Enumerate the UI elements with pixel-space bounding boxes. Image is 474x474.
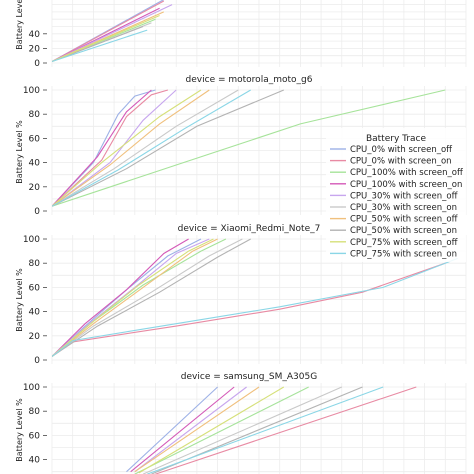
series-line [138, 386, 285, 474]
y-tick-label: 100 [23, 383, 40, 393]
series-line [52, 89, 156, 207]
y-tick-label: 100 [23, 235, 40, 245]
legend-entry-label: CPU_30% with screen_on [350, 203, 457, 213]
y-axis-label: Battery Level % [15, 268, 24, 332]
panel-title: device = samsung_SM_A305G [181, 372, 317, 382]
series-line [52, 14, 160, 63]
y-tick-label: 60 [29, 134, 41, 144]
series-line [134, 386, 260, 473]
legend-entry-label: CPU_30% with screen_off [350, 191, 459, 201]
series-line [52, 29, 148, 63]
grid [51, 383, 467, 474]
y-tick-label: 40 [29, 456, 41, 466]
legend-entry-label: CPU_50% with screen_on [350, 226, 457, 236]
series-line [52, 89, 210, 207]
y-tick-label: 100 [23, 86, 40, 96]
series-group [52, 89, 446, 207]
legend-entry-label: CPU_0% with screen_on [350, 157, 452, 167]
series-line [134, 386, 247, 473]
series-line [130, 386, 235, 473]
legend-background [326, 128, 466, 262]
series-line [52, 89, 285, 207]
y-tick-label: 40 [29, 159, 41, 169]
y-tick-label: 80 [29, 259, 41, 269]
y-tick-label: 0 [34, 207, 40, 217]
grid [51, 235, 467, 364]
panel-title: device = motorola_moto_g6 [186, 75, 313, 85]
legend-title: Battery Trace [366, 134, 427, 144]
legend-entry-label: CPU_0% with screen_off [350, 145, 453, 155]
panel-title: device = Xiaomi_Redmi_Note_7 [178, 224, 321, 234]
y-tick-label: 20 [29, 183, 41, 193]
series-group [52, 238, 458, 357]
y-tick-label: 0 [34, 356, 40, 366]
legend-entry-label: CPU_75% with screen_off [350, 238, 459, 248]
series-line [52, 89, 177, 207]
series-group [52, 0, 173, 63]
series-line [52, 238, 251, 357]
y-axis-label: Battery Level % [15, 398, 24, 462]
legend-entry-label: CPU_100% with screen_off [350, 168, 464, 178]
panel-top: 0 20 40 Battery Level % [15, 0, 467, 72]
series-line [52, 4, 173, 62]
series-line [52, 89, 152, 207]
series-line [52, 238, 189, 357]
panel-xiaomi: 0 20 40 60 80 100 Battery Level % device = Xiao… [15, 224, 467, 369]
series-line [142, 386, 343, 474]
y-tick-label: 20 [29, 44, 41, 54]
panel-samsung: 40 60 80 100 Battery Level % device = samsung… [15, 372, 467, 474]
legend-entry-label: CPU_50% with screen_off [350, 215, 459, 225]
legend-entry-label: CPU_75% with screen_on [350, 249, 457, 259]
y-tick-label: 0 [34, 59, 40, 69]
y-tick-label: 40 [29, 30, 41, 40]
panel-motorola: 0 20 40 60 80 100 Battery Level % device = moto… [15, 75, 467, 220]
series-line [134, 386, 309, 474]
y-tick-label: 80 [29, 407, 41, 417]
y-tick-label: 60 [29, 431, 41, 441]
series-line [52, 238, 218, 357]
series-line [52, 25, 144, 63]
series-line [52, 89, 446, 207]
series-line [147, 386, 384, 474]
series-line [52, 89, 251, 207]
y-tick-label: 40 [29, 308, 41, 318]
series-line [155, 386, 417, 474]
series-line [52, 238, 243, 357]
y-axis-label: Battery Level % [15, 0, 24, 50]
y-tick-label: 20 [29, 332, 41, 342]
series-group [126, 386, 417, 474]
y-tick-label: 80 [29, 110, 41, 120]
series-line [126, 386, 218, 473]
grid [51, 0, 467, 67]
legend-entry-label: CPU_100% with screen_on [350, 180, 462, 190]
series-line [52, 89, 239, 207]
y-axis-label: Battery Level % [15, 120, 24, 184]
series-line [52, 257, 458, 357]
y-tick-label: 60 [29, 283, 41, 293]
series-line [52, 89, 202, 207]
series-line [52, 238, 214, 357]
series-line [52, 0, 165, 62]
series-line [52, 89, 169, 207]
